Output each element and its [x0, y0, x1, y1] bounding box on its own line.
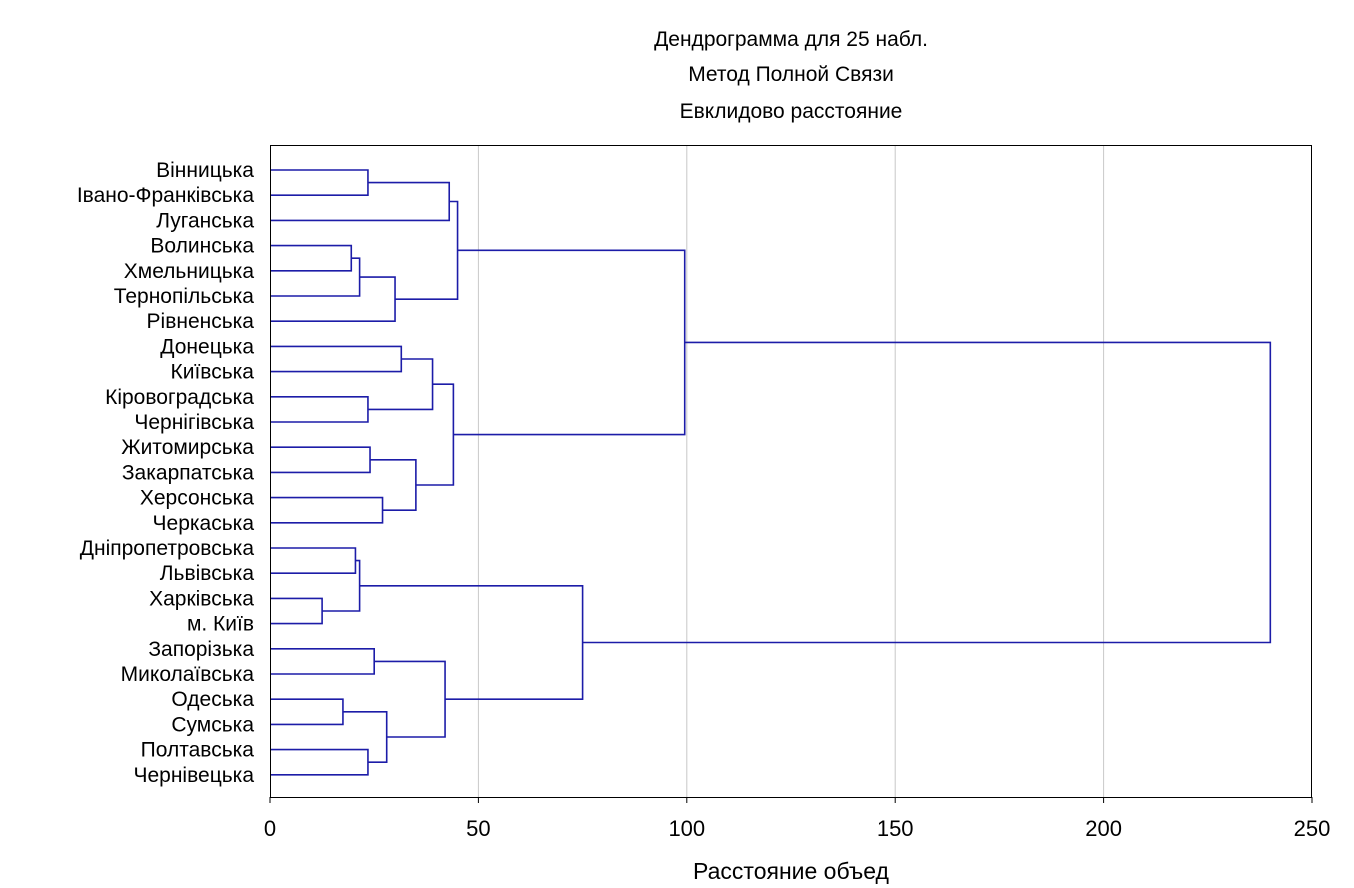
dendrogram-tree [270, 169, 1272, 776]
leaf-label: Черкаська [153, 512, 255, 535]
leaf-label: Львівська [160, 562, 255, 585]
dendrogram-link [270, 257, 361, 297]
leaf-label: Волинська [150, 235, 254, 258]
dendrogram-link [270, 648, 375, 675]
x-tick-label: 50 [466, 816, 490, 841]
dendrogram-link [270, 496, 384, 524]
x-tick-label: 200 [1085, 816, 1122, 841]
dendrogram-link [270, 547, 357, 574]
x-tick-label: 250 [1294, 816, 1331, 841]
x-tick-label: 100 [668, 816, 705, 841]
dendrogram-link [270, 276, 396, 322]
dendrogram-link [453, 249, 686, 436]
chart-title-line-3: Евклидово расстояние [679, 100, 903, 123]
leaf-label: Рівненська [147, 310, 255, 333]
dendrogram-link [367, 358, 434, 411]
leaf-label: Чернівецька [133, 764, 254, 787]
dendrogram-link [270, 748, 369, 776]
leaf-label: Вінницька [156, 159, 254, 182]
plot-frame [270, 145, 1312, 798]
dendrogram-link [270, 169, 369, 196]
leaf-label: Луганська [156, 209, 254, 232]
leaf-label: Харківська [149, 587, 254, 610]
leaf-label: Житомирська [121, 436, 254, 459]
dendrogram-link [415, 383, 455, 486]
leaf-label: Полтавська [141, 739, 255, 762]
grid-lines [477, 146, 1105, 797]
dendrogram-link [359, 585, 584, 700]
dendrogram-link [370, 459, 417, 511]
leaf-label: Запорізька [148, 638, 254, 661]
x-tick-label: 0 [264, 816, 276, 841]
leaf-label: Хмельницька [124, 260, 255, 283]
leaf-label: Одеська [171, 688, 254, 711]
dendrogram-link [374, 660, 446, 738]
x-axis-label: Расстояние объед [693, 858, 889, 884]
dendrogram-link [395, 200, 459, 300]
dendrogram-link [270, 698, 344, 726]
chart-title-line-1: Дендрограмма для 25 набл. [654, 28, 928, 51]
dendrogram-link [342, 711, 388, 763]
dendrogram-link [582, 341, 1272, 644]
leaf-label: Закарпатська [122, 461, 254, 484]
leaf-label: м. Київ [187, 613, 254, 636]
leaf-label: Херсонська [140, 487, 254, 510]
x-axis-ticks: 0 50 100 150 200 250 [264, 797, 1330, 841]
dendrogram-link [270, 446, 371, 474]
leaf-label: Дніпропетровська [80, 537, 255, 560]
leaf-label: Донецька [160, 335, 254, 358]
dendrogram-link [270, 597, 323, 625]
leaf-label: Чернігівська [134, 411, 254, 434]
x-tick-label: 150 [877, 816, 914, 841]
dendrogram-link [270, 396, 369, 423]
dendrogram-link [322, 559, 361, 612]
chart-title-line-2: Метод Полной Связи [688, 63, 894, 86]
dendrogram-link [270, 181, 451, 222]
leaf-label: Миколаївська [121, 663, 255, 686]
leaf-label: Івано-Франківська [77, 184, 254, 207]
leaf-label: Тернопільська [114, 285, 255, 308]
dendrogram-link [270, 244, 353, 272]
dendrogram-link [270, 345, 403, 373]
leaf-label: Сумська [171, 713, 254, 736]
leaf-label: Кіровоградська [105, 386, 254, 409]
leaf-label: Київська [171, 361, 255, 384]
